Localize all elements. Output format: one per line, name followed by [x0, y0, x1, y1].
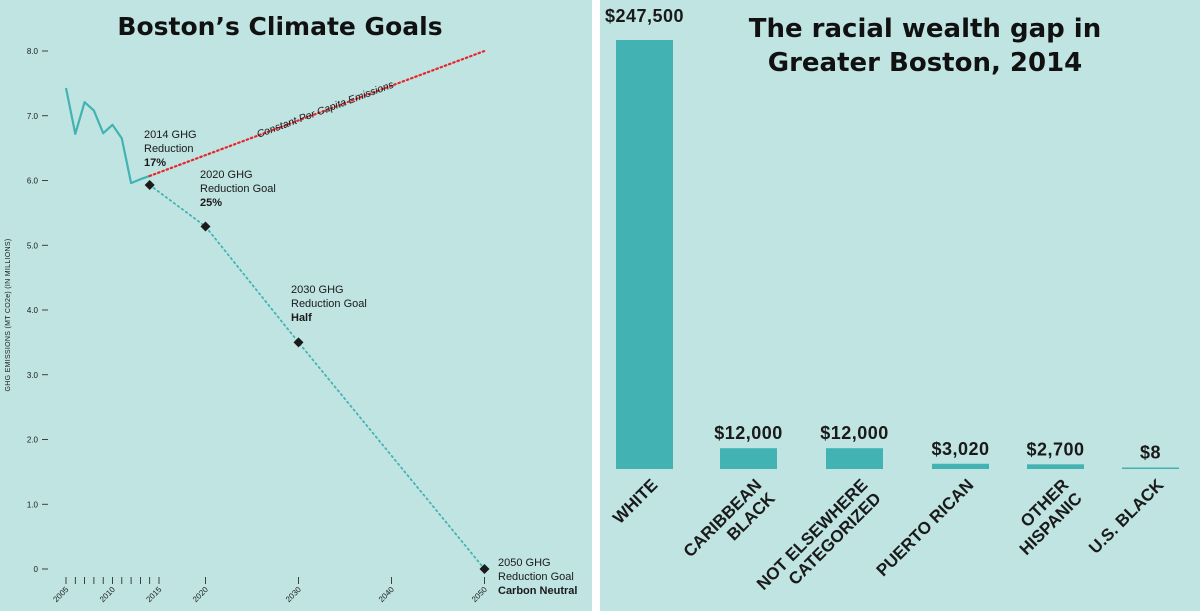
- climate-goals-panel: Boston’s Climate Goals GHG EMISSIONS (MT…: [0, 0, 592, 611]
- y-axis-label: GHG EMISSIONS (MT CO2e) (IN MILLIONS): [5, 239, 12, 392]
- bar-value-label: $2,700: [1026, 439, 1084, 459]
- y-tick-label: 6.0: [27, 177, 39, 186]
- bar-value-label: $3,020: [931, 439, 989, 459]
- annotation-line2: Reduction Goal: [291, 298, 367, 310]
- x-tick-label: 2015: [144, 585, 163, 604]
- bar: [1122, 467, 1179, 469]
- annotation-line2: Reduction Goal: [200, 183, 276, 195]
- bar: [826, 448, 883, 469]
- category-label: PUERTO RICAN: [873, 475, 978, 580]
- category-label: OTHERHISPANIC: [1002, 475, 1086, 558]
- y-tick-label: 8.0: [27, 47, 39, 56]
- goal-annotation: 2020 GHG Reduction Goal 25%: [200, 169, 276, 209]
- panel-divider: [592, 0, 600, 611]
- y-tick-label: 1.0: [27, 500, 39, 509]
- category-label-text: WHITE: [609, 475, 661, 527]
- x-tick-label: 2010: [98, 585, 117, 604]
- bar-value-label: $247,500: [605, 6, 684, 26]
- category-label-text: PUERTO RICAN: [873, 475, 978, 580]
- category-label-text: U.S. BLACK: [1085, 475, 1168, 558]
- category-label: WHITE: [609, 475, 661, 527]
- historical-emissions-line: [64, 87, 151, 185]
- goal-annotation: 2030 GHG Reduction Goal Half: [291, 284, 367, 324]
- wealth-chart: $247,500 $12,000 $12,000 $3,020 $2,700 $8 WHIT…: [605, 6, 1179, 607]
- annotation-value: 25%: [200, 197, 222, 209]
- reduction-goal-line: [148, 184, 486, 570]
- climate-chart-title: Boston’s Climate Goals: [117, 12, 443, 41]
- y-tick-label: 0: [34, 565, 39, 574]
- bar-value-label: $12,000: [820, 423, 889, 443]
- bar: [720, 448, 777, 469]
- x-tick-label: 2050: [470, 585, 489, 604]
- category-label-text: OTHERHISPANIC: [1002, 475, 1085, 558]
- annotation-line1: 2030 GHG: [291, 284, 344, 296]
- annotation-line2: Reduction Goal: [498, 571, 574, 583]
- goal-marker: [479, 564, 490, 574]
- category-label: CARIBBEANBLACK: [680, 475, 780, 575]
- bar-value-label: $12,000: [714, 423, 783, 443]
- bar: [932, 463, 989, 469]
- annotation-value: 17%: [144, 157, 166, 169]
- category-label: NOT ELSEWHERECATEGORIZED: [753, 475, 885, 607]
- category-label-text: CARIBBEANBLACK: [680, 475, 780, 575]
- constant-per-capita-line: [148, 49, 486, 178]
- y-tick-label: 3.0: [27, 371, 39, 380]
- annotation-line1: 2050 GHG: [498, 557, 551, 569]
- y-tick-label: 7.0: [27, 112, 39, 121]
- y-tick-label: 5.0: [27, 241, 39, 250]
- trend-line-label: Constant Per Capita Emissions: [255, 78, 396, 140]
- bar: [1027, 464, 1084, 469]
- category-label-text: NOT ELSEWHERECATEGORIZED: [753, 475, 885, 607]
- annotation-line1: 2014 GHG: [144, 129, 197, 141]
- goal-marker: [200, 221, 211, 232]
- goal-annotation: 2050 GHG Reduction Goal Carbon Neutral: [498, 557, 577, 597]
- goal-marker: [293, 337, 304, 348]
- wealth-chart-title: The racial wealth gap in Greater Boston,…: [748, 14, 1102, 78]
- climate-chart: GHG EMISSIONS (MT CO2e) (IN MILLIONS) 0 1.…: [5, 47, 577, 604]
- x-tick-label: 2030: [284, 585, 303, 604]
- goal-marker: [144, 180, 155, 191]
- x-tick-label: 2040: [377, 585, 396, 604]
- category-label: U.S. BLACK: [1085, 475, 1168, 558]
- y-tick-label: 2.0: [27, 436, 39, 445]
- bar: [616, 40, 673, 469]
- annotation-line1: 2020 GHG: [200, 169, 253, 181]
- annotation-value: Carbon Neutral: [498, 585, 577, 597]
- annotation-line2: Reduction: [144, 143, 194, 155]
- goal-annotation: 2014 GHG Reduction 17%: [144, 129, 197, 169]
- x-tick-label: 2020: [191, 585, 210, 604]
- wealth-gap-panel: The racial wealth gap in Greater Boston,…: [600, 0, 1200, 611]
- bar-value-label: $8: [1140, 443, 1161, 463]
- y-tick-label: 4.0: [27, 306, 39, 315]
- x-tick-label: 2005: [51, 585, 70, 604]
- annotation-value: Half: [291, 312, 312, 324]
